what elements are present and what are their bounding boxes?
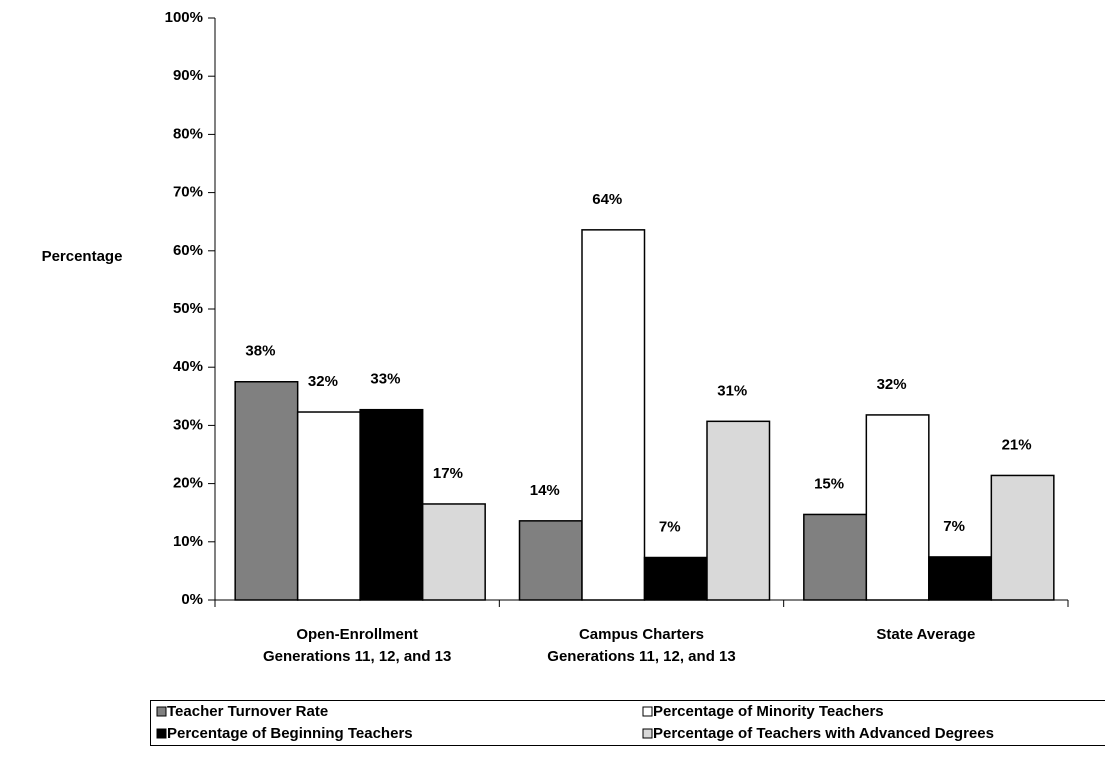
bar [296, 411, 361, 601]
y-tick-label: 60% [173, 242, 203, 259]
legend-swatch [642, 728, 653, 739]
bar [928, 556, 993, 601]
value-label: 14% [530, 482, 560, 499]
value-label: 33% [370, 371, 400, 388]
y-tick-label: 30% [173, 416, 203, 433]
legend-swatch [156, 728, 167, 739]
value-label: 15% [814, 475, 844, 492]
legend-label: Teacher Turnover Rate [167, 703, 328, 720]
legend-label: Percentage of Minority Teachers [653, 703, 884, 720]
x-tick-label: Campus Charters Generations 11, 12, and 1… [547, 626, 735, 665]
y-tick-label: 70% [173, 184, 203, 201]
value-label: 7% [659, 518, 681, 535]
value-label: 7% [943, 518, 965, 535]
legend-label: Percentage of Beginning Teachers [167, 725, 413, 742]
value-label: 17% [433, 465, 463, 482]
y-tick-label: 10% [173, 533, 203, 550]
value-label: 32% [877, 376, 907, 393]
bar [234, 381, 299, 601]
x-tick-label-line: Open-Enrollment [296, 626, 418, 643]
x-tick-label-line: State Average [876, 626, 975, 643]
x-tick-label-line: Generations 11, 12, and 13 [263, 648, 451, 665]
legend-swatch [156, 706, 167, 717]
y-tick-label: 100% [165, 9, 203, 26]
value-label: 32% [308, 373, 338, 390]
value-label: 38% [245, 343, 275, 360]
y-axis-label: Percentage [42, 248, 123, 265]
bar [359, 408, 424, 601]
value-label: 31% [717, 382, 747, 399]
y-tick-label: 20% [173, 475, 203, 492]
bar [990, 474, 1055, 601]
bar [518, 520, 583, 601]
legend-swatch [642, 706, 653, 717]
legend-label: Percentage of Teachers with Advanced Deg… [653, 725, 994, 742]
y-tick-label: 80% [173, 125, 203, 142]
bar [421, 503, 486, 601]
y-tick-label: 90% [173, 67, 203, 84]
y-tick-label: 40% [173, 358, 203, 375]
x-tick-label: Open-Enrollment Generations 11, 12, and 1… [263, 626, 451, 665]
x-tick-label: State Average [876, 626, 975, 643]
bar [581, 229, 646, 601]
y-tick-label: 50% [173, 300, 203, 317]
bar [706, 420, 771, 601]
bar [643, 556, 708, 601]
legend-box [150, 700, 1105, 746]
value-label: 21% [1002, 436, 1032, 453]
x-tick-label-line: Campus Charters [579, 626, 704, 643]
y-tick-label: 0% [181, 591, 203, 608]
x-tick-label-line: Generations 11, 12, and 13 [547, 648, 735, 665]
bar [803, 513, 868, 601]
value-label: 64% [592, 191, 622, 208]
bar [865, 414, 930, 601]
